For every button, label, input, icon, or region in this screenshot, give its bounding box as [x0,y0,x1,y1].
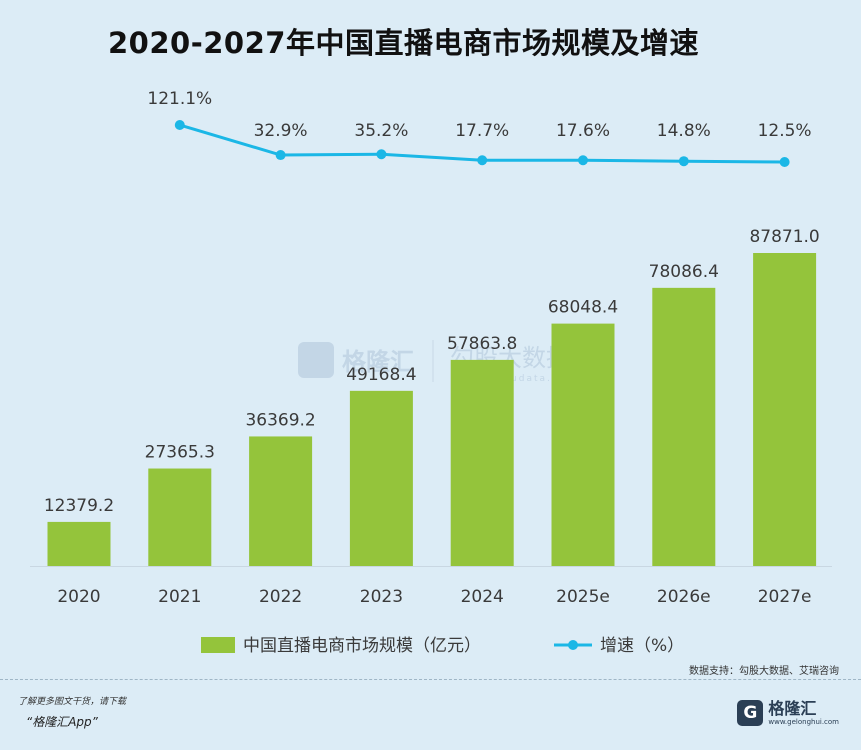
bar-2027e [753,253,817,566]
footer-note: 了解更多图文干货，请下载 [18,697,127,707]
logo-cn-text: 格隆汇 [768,698,817,718]
logo-en-text: www.gelonghui.com [768,717,839,726]
bar-value-label: 78086.4 [649,262,719,282]
growth-value-label: 32.9% [254,121,308,141]
x-tick-label: 2020 [57,587,100,607]
bar-2026e [652,287,716,566]
x-tick-label: 2024 [461,587,504,607]
bar-2023 [349,390,413,566]
growth-value-label: 35.2% [354,121,408,141]
bar-2022 [249,436,313,566]
bar-value-label: 57863.8 [447,334,517,354]
growth-value-label: 12.5% [758,121,812,141]
legend-bar-swatch [201,637,235,653]
bar-value-label: 36369.2 [245,410,315,430]
legend-bar-label: 中国直播电商市场规模（亿元） [243,636,481,656]
chart-svg: 格隆汇 勾股大数据www.gogudata.com12379.2202027365… [30,89,832,656]
legend-line-label: 增速（%） [600,636,684,656]
bar-2025e [551,323,615,566]
x-tick-label: 2022 [259,587,302,607]
x-tick-label: 2027e [758,587,812,607]
footer-divider [0,679,861,680]
x-tick-label: 2026e [657,587,711,607]
growth-value-label: 17.6% [556,121,610,141]
bar-2024 [450,359,514,566]
chart-title: 2020-2027年中国直播电商市场规模及增速 [108,26,699,60]
footer-app-name: “格隆汇App” [26,715,98,729]
growth-value-label: 17.7% [455,121,509,141]
source-text: 数据支持：勾股大数据、艾瑞咨询 [689,666,839,677]
growth-point-2021 [174,120,185,130]
bar-2020 [47,521,111,566]
bar-value-label: 87871.0 [749,227,819,247]
logo-g-icon: G [737,700,764,726]
bar-value-label: 68048.4 [548,298,618,318]
x-tick-label: 2021 [158,587,201,607]
growth-value-label: 121.1% [147,89,212,109]
growth-point-2023 [376,149,387,160]
x-tick-label: 2023 [360,587,403,607]
watermark-logo-icon [298,342,334,378]
watermark-url: www.gogudata.com [456,374,577,384]
bar-value-label: 27365.3 [145,443,215,463]
growth-point-2025e [578,155,588,166]
growth-point-2026e [678,156,689,167]
growth-point-2024 [477,155,488,166]
growth-point-2027e [779,157,790,167]
growth-point-2022 [275,150,286,161]
growth-value-label: 14.8% [657,121,711,141]
bar-value-label: 49168.4 [346,365,416,385]
legend-line-marker [568,640,578,650]
gelonghui-logo: G 格隆汇 www.gelonghui.com [737,700,839,726]
x-tick-label: 2025e [556,587,610,607]
bar-value-label: 12379.2 [44,496,114,516]
bar-2021 [148,468,212,566]
watermark-cn: 格隆汇 [342,348,414,376]
